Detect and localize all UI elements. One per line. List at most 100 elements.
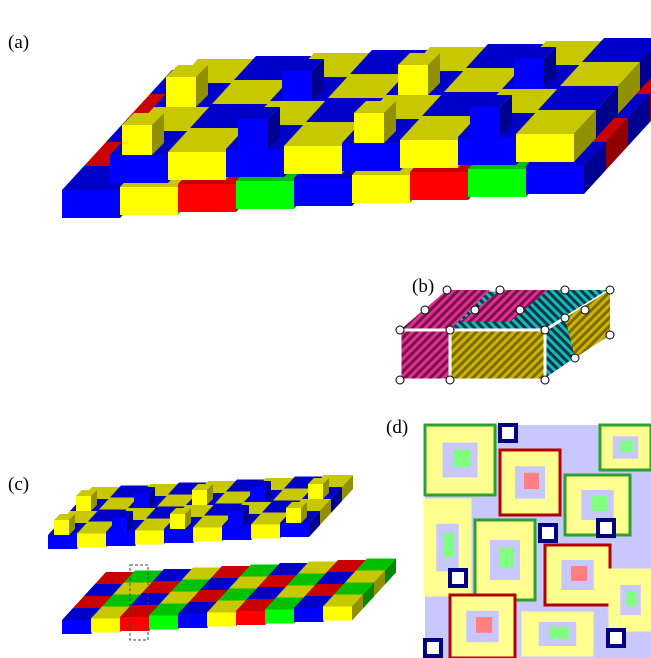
shape <box>538 86 618 110</box>
shape <box>84 584 124 596</box>
panel-label: (d) <box>386 417 408 438</box>
shape <box>243 505 249 526</box>
shape <box>236 611 265 625</box>
shape <box>207 600 247 613</box>
shape <box>398 65 428 95</box>
shape <box>95 572 135 584</box>
shape <box>91 490 97 511</box>
shape <box>354 113 384 143</box>
shape <box>287 573 327 586</box>
shape <box>166 77 196 107</box>
shape <box>284 146 342 174</box>
shape <box>516 134 574 162</box>
shape <box>323 478 329 499</box>
shape <box>131 593 171 605</box>
shape <box>526 166 584 194</box>
shape <box>222 526 251 540</box>
shape <box>112 511 133 517</box>
shape <box>192 484 213 490</box>
shape <box>514 59 544 89</box>
shape <box>129 564 149 641</box>
shape <box>134 493 149 508</box>
shape <box>142 581 182 593</box>
shape <box>500 95 512 137</box>
shape <box>323 606 352 621</box>
shape <box>269 563 309 575</box>
shape <box>168 128 248 152</box>
shape <box>238 107 280 119</box>
shape <box>305 584 345 596</box>
shape <box>294 608 323 622</box>
shape <box>265 481 271 502</box>
shape <box>606 628 626 648</box>
shape <box>345 570 385 583</box>
shape <box>538 523 558 543</box>
shape <box>170 508 191 514</box>
shape <box>77 533 106 548</box>
shape <box>571 566 588 581</box>
shape <box>342 475 353 501</box>
shape <box>171 579 211 592</box>
shape <box>596 518 616 538</box>
shape <box>91 618 120 633</box>
shape <box>207 484 213 505</box>
shape <box>560 62 640 86</box>
shape <box>596 86 618 138</box>
shape <box>316 572 356 584</box>
shape <box>48 535 77 549</box>
shape <box>265 597 305 610</box>
shape <box>282 71 312 101</box>
shape <box>211 566 251 578</box>
shape <box>470 95 512 107</box>
shape <box>54 520 69 535</box>
shape <box>410 172 468 200</box>
shape <box>308 484 323 499</box>
shape <box>400 116 480 140</box>
shape <box>363 582 374 609</box>
shape <box>354 101 396 113</box>
shape <box>149 603 189 616</box>
shape <box>236 599 276 611</box>
shape <box>73 596 113 608</box>
shape <box>574 110 596 162</box>
shape <box>54 514 75 520</box>
shape <box>516 110 596 134</box>
shape <box>196 65 208 107</box>
shape <box>215 491 255 504</box>
shape <box>189 590 229 602</box>
shape <box>328 74 408 98</box>
shape <box>550 626 569 639</box>
shape <box>91 606 131 619</box>
shape <box>327 560 367 572</box>
panel-label: (c) <box>8 474 29 495</box>
shape <box>400 140 458 168</box>
shape <box>62 190 120 218</box>
shape <box>153 569 193 581</box>
shape <box>77 521 117 534</box>
shape <box>470 107 500 137</box>
shape <box>124 570 164 583</box>
shape <box>164 529 193 543</box>
shape <box>320 499 331 525</box>
shape <box>282 59 324 71</box>
shape <box>273 488 313 501</box>
shape <box>284 122 364 146</box>
shape <box>250 481 271 487</box>
shape <box>628 94 650 146</box>
shape <box>286 508 301 523</box>
shape <box>312 59 324 101</box>
shape <box>250 487 265 502</box>
shape <box>499 548 514 568</box>
shape <box>157 494 197 507</box>
shape <box>298 561 338 574</box>
shape <box>606 118 628 170</box>
shape <box>640 50 651 90</box>
shape <box>286 502 307 508</box>
shape <box>229 576 269 589</box>
shape <box>356 558 396 571</box>
shape <box>207 612 236 627</box>
shape <box>294 596 334 608</box>
shape <box>149 615 178 630</box>
shape <box>247 587 287 599</box>
shape <box>258 575 298 587</box>
